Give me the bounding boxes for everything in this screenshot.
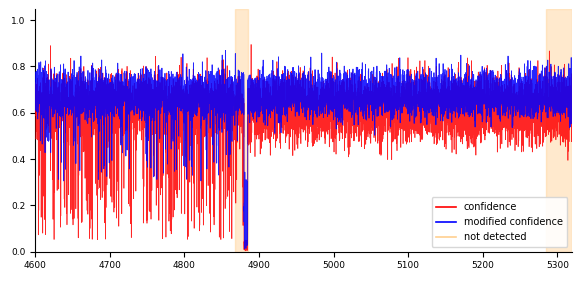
Bar <box>546 9 572 252</box>
Legend: confidence, modified confidence, not detected: confidence, modified confidence, not det… <box>432 197 568 247</box>
Bar <box>235 9 248 252</box>
